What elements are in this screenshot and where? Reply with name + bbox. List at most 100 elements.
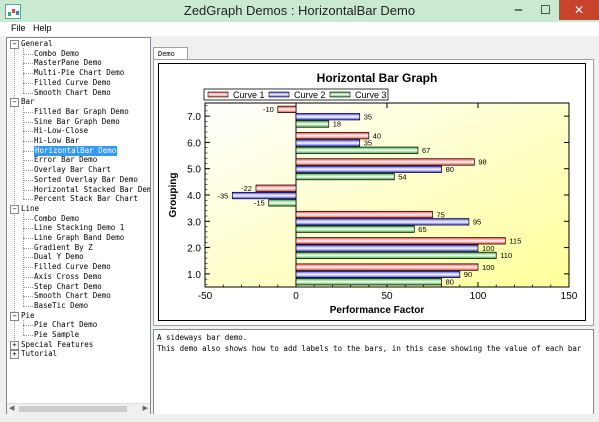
tree-connector xyxy=(23,160,33,162)
tree-item-label: Line Stacking Demo 1 xyxy=(34,223,125,233)
tree-root-line xyxy=(14,48,15,355)
bar xyxy=(255,184,297,192)
tree-connector xyxy=(23,296,33,298)
tab-demo[interactable]: Demo xyxy=(153,47,188,59)
tree-item[interactable]: Sine Bar Graph Demo xyxy=(7,117,150,127)
tree-group[interactable]: + Tutorial xyxy=(7,349,150,360)
tree-connector xyxy=(23,92,33,94)
x-tick-label: 50 xyxy=(381,291,393,302)
tree-item[interactable]: MasterPane Demo xyxy=(7,58,150,68)
bar-value-label: -15 xyxy=(254,199,265,208)
tree-connector xyxy=(23,276,33,278)
tree-item-label: Smooth Chart Demo xyxy=(34,291,111,301)
tree-item[interactable]: Dual Y Demo xyxy=(7,252,150,262)
tree-item[interactable]: Axis Cross Demo xyxy=(7,272,150,282)
app-icon xyxy=(5,4,21,19)
legend-swatch xyxy=(268,91,290,98)
collapse-icon[interactable]: − xyxy=(10,311,19,321)
tree-item[interactable]: Gradient By Z xyxy=(7,243,150,253)
tree-item-label: Filled Curve Demo xyxy=(34,77,111,87)
tree-item[interactable]: Hi-Low Bar xyxy=(7,136,150,146)
tree-group[interactable]: + Special Features xyxy=(7,340,150,350)
bar xyxy=(295,270,461,279)
expand-icon[interactable]: + xyxy=(10,340,19,350)
tree-item[interactable]: Step Chart Demo xyxy=(7,282,150,292)
bar-value-label: 18 xyxy=(333,120,341,129)
tree-item-label: Filled Curve Demo xyxy=(34,262,111,272)
chart-title: Horizontal Bar Graph xyxy=(317,71,438,85)
bar-value-label: 98 xyxy=(478,158,486,167)
tree-item-label: Sorted Overlay Bar Demo xyxy=(34,174,138,184)
tree-connector xyxy=(23,305,33,307)
tree-group[interactable]: − Bar xyxy=(7,97,150,108)
tree-group[interactable]: − Line xyxy=(7,204,150,214)
tree-item[interactable]: BaseTic Demo xyxy=(7,301,150,311)
tree-item[interactable]: Overlay Bar Chart xyxy=(7,165,150,175)
tree-item[interactable]: Smooth Chart Demo xyxy=(7,291,150,301)
tree-connector xyxy=(23,111,33,113)
tab-panel: Horizontal Bar Graph -50 0 50 100 150 1.0 2.0 3.… xyxy=(153,59,594,326)
bar-value-label: 35 xyxy=(364,112,372,121)
description-line-1: A sideways bar demo. xyxy=(157,333,248,342)
tree-connector xyxy=(23,286,33,288)
bar-value-label: 115 xyxy=(509,237,521,246)
collapse-icon[interactable]: − xyxy=(10,40,19,49)
scroll-right-icon[interactable]: ▶ xyxy=(142,404,148,412)
expand-icon[interactable]: + xyxy=(10,350,19,360)
tree-item-label: MasterPane Demo xyxy=(34,58,102,68)
tree-item[interactable]: Hi-Low-Close xyxy=(7,126,150,136)
tree-connector xyxy=(23,179,33,181)
tree-item[interactable]: Pie Chart Demo xyxy=(7,320,150,330)
close-button[interactable]: ✕ xyxy=(559,0,599,20)
bar xyxy=(295,237,506,245)
tree-connector xyxy=(23,257,33,259)
tree-item[interactable]: Error Bar Demo xyxy=(7,155,150,165)
tree-item[interactable]: HorizontalBar Demo xyxy=(7,145,150,156)
bar-value-label: 100 xyxy=(482,263,495,272)
tree-item[interactable]: Filled Curve Demo xyxy=(7,78,150,88)
tree-connector xyxy=(23,247,33,249)
tree-item[interactable]: Combo Demo xyxy=(7,49,150,59)
tree-item[interactable]: Smooth Chart Demo xyxy=(7,88,150,98)
scrollbar-thumb[interactable] xyxy=(19,406,127,412)
x-axis-label: Performance Factor xyxy=(330,305,425,316)
tree-connector xyxy=(23,141,33,142)
bar xyxy=(231,191,297,200)
tree-item[interactable]: Percent Stack Bar Chart xyxy=(7,194,150,204)
bar-value-label: 80 xyxy=(446,277,454,286)
y-tick-label: 7.0 xyxy=(187,112,201,123)
bar xyxy=(295,146,419,154)
minimize-button[interactable]: ─ xyxy=(514,3,523,17)
tree-item-label: Pie Sample xyxy=(34,330,80,339)
tree-item[interactable]: Pie Sample xyxy=(7,330,150,340)
tree-group[interactable]: − General xyxy=(7,39,150,49)
scroll-left-icon[interactable]: ◀ xyxy=(9,404,15,412)
description-box[interactable]: A sideways bar demo. This demo also show… xyxy=(153,329,594,415)
collapse-icon[interactable]: − xyxy=(10,204,19,214)
collapse-icon[interactable]: − xyxy=(10,98,19,108)
tree-item[interactable]: Combo Demo xyxy=(7,214,150,224)
bar xyxy=(295,210,433,219)
tree-item[interactable]: Line Stacking Demo 1 xyxy=(7,223,150,233)
tree-item[interactable]: Sorted Overlay Bar Demo xyxy=(7,175,150,185)
bar xyxy=(295,120,330,128)
tree-item[interactable]: Filled Bar Graph Demo xyxy=(7,107,150,117)
menu-file[interactable]: File xyxy=(11,23,26,33)
tree-item[interactable]: Line Graph Band Demo xyxy=(7,233,150,243)
tree-item-label: Horizontal Stacked Bar Demo xyxy=(34,184,151,194)
tree-group[interactable]: − Pie xyxy=(7,311,150,321)
tree-connector xyxy=(23,170,33,172)
tree-item[interactable]: Horizontal Stacked Bar Demo xyxy=(7,185,150,195)
y-tick-label: 2.0 xyxy=(187,244,201,255)
maximize-button[interactable]: ☐ xyxy=(540,3,551,17)
demo-tree[interactable]: ◀ ▶ − General Combo Demo MasterPane Demo Mul… xyxy=(6,37,151,415)
tree-item[interactable]: Multi-Pie Chart Demo xyxy=(7,68,150,78)
tree-group-label: Pie xyxy=(21,310,35,320)
tree-item[interactable]: Filled Curve Demo xyxy=(7,262,150,272)
menu-help[interactable]: Help xyxy=(33,23,52,33)
tree-horizontal-scrollbar[interactable]: ◀ ▶ xyxy=(7,403,150,414)
bar xyxy=(295,218,470,226)
legend-entry: Curve 1 xyxy=(233,90,265,100)
tree-connector xyxy=(23,335,33,336)
bar-value-label: 100 xyxy=(482,244,495,253)
